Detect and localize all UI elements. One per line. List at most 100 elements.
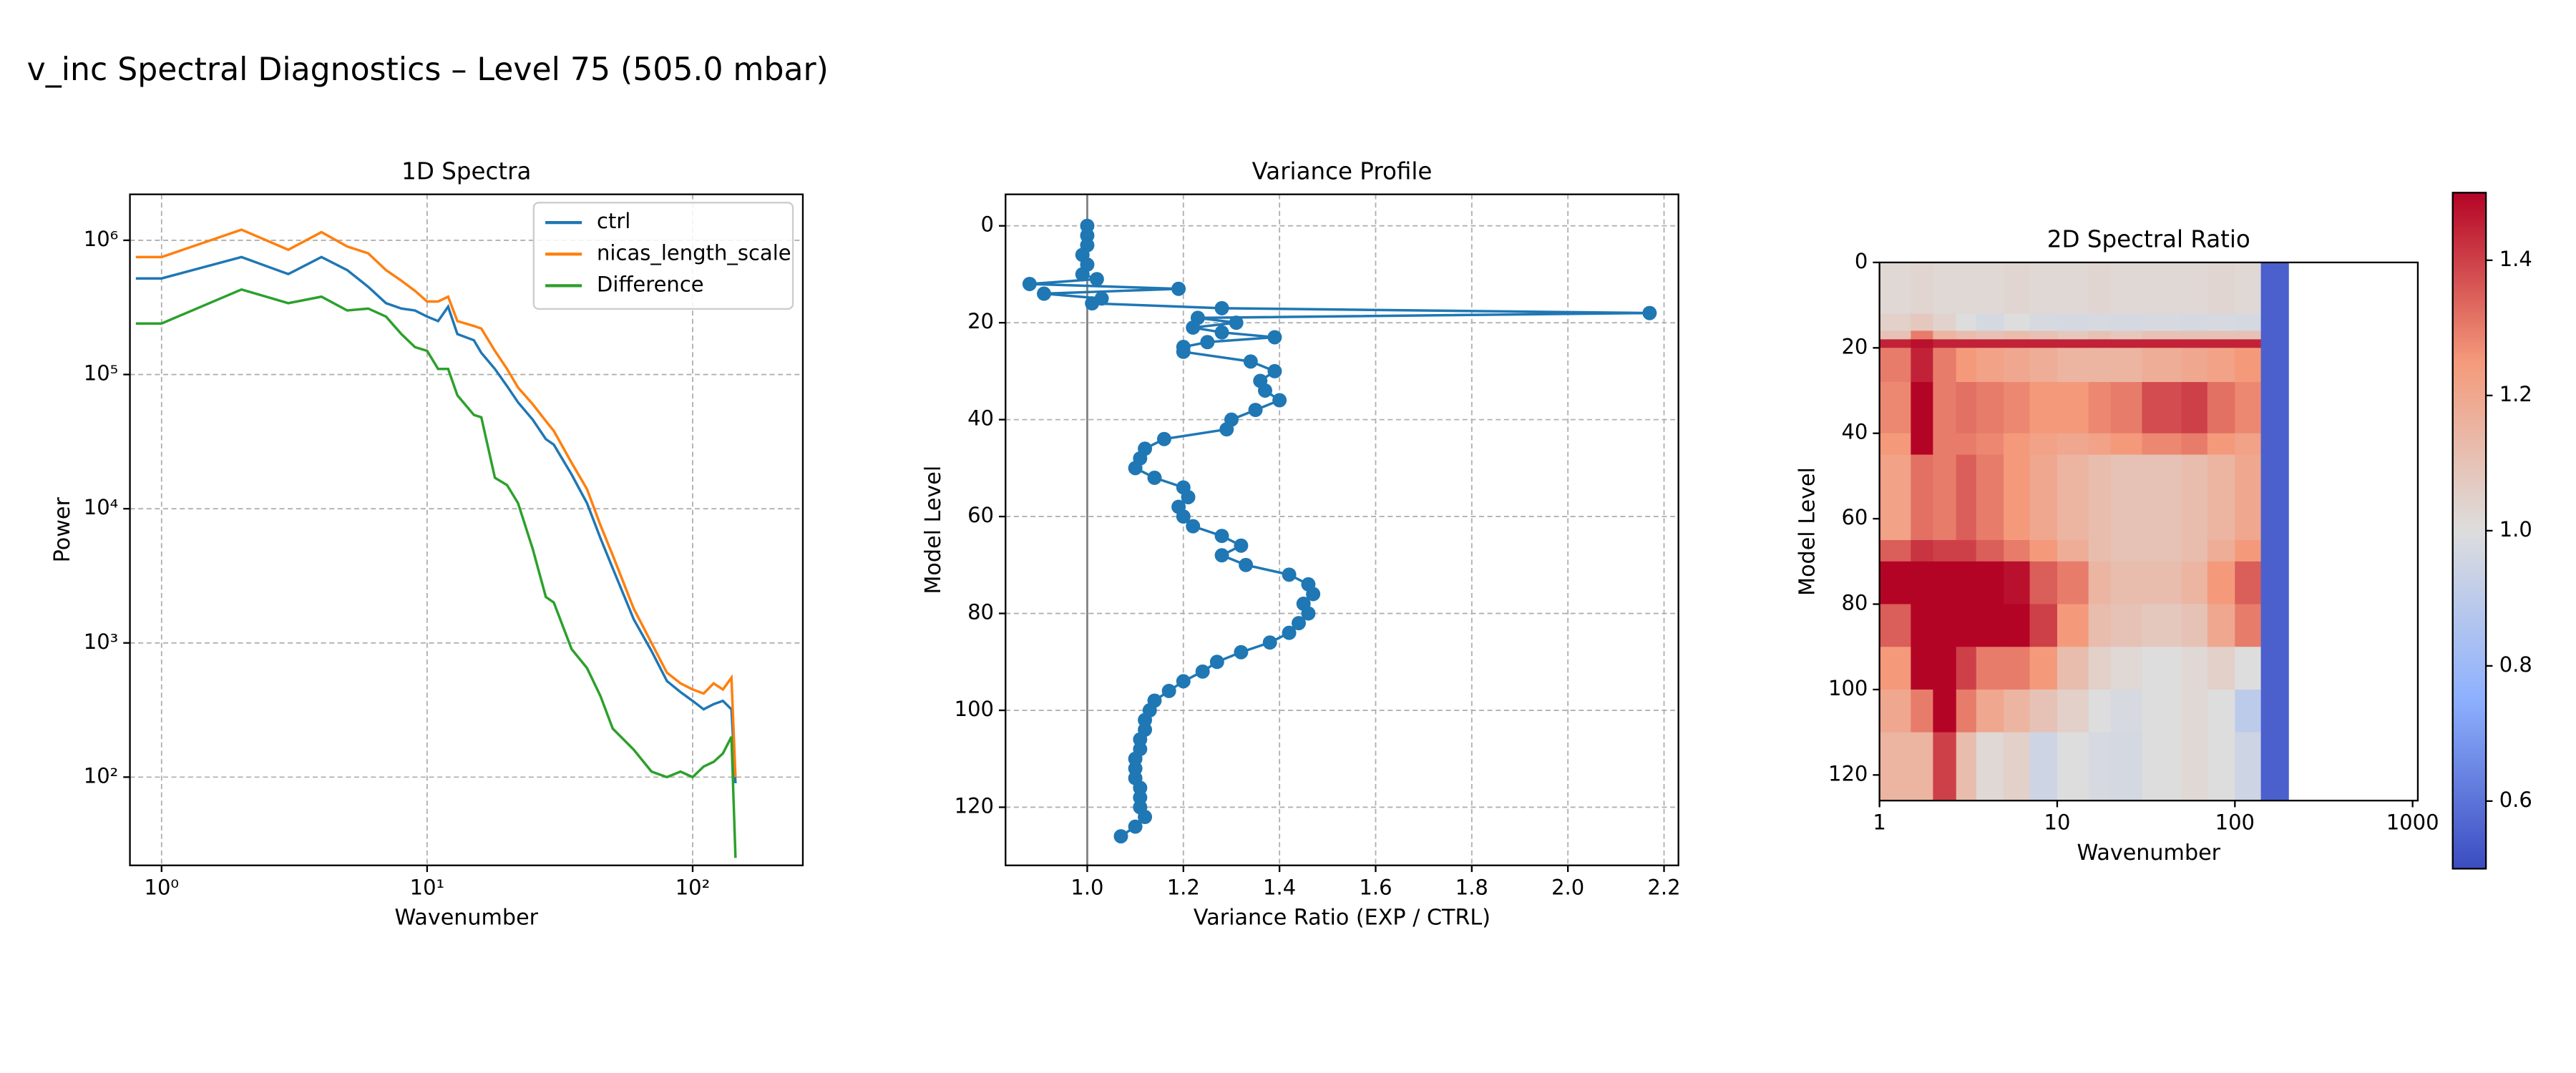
y-tick-label: 40 bbox=[967, 406, 994, 431]
heatmap-cell bbox=[2181, 647, 2208, 690]
heatmap-cell bbox=[2004, 348, 2031, 383]
y-tick-label: 0 bbox=[981, 212, 994, 237]
profile-marker bbox=[1128, 819, 1143, 834]
heatmap-cell bbox=[2088, 339, 2112, 348]
heatmap-cell bbox=[1879, 433, 1912, 456]
axes-frame bbox=[1878, 261, 2419, 802]
heatmap-cell bbox=[2181, 382, 2208, 434]
y-tick-label: 100 bbox=[1828, 676, 1868, 700]
legend-label: Difference bbox=[597, 272, 704, 296]
heatmap-cell bbox=[2029, 604, 2058, 647]
x-tick-label: 1.0 bbox=[1070, 875, 1103, 899]
profile-marker bbox=[1037, 286, 1051, 301]
heatmap-cell bbox=[2181, 561, 2208, 605]
heatmap-cell bbox=[1879, 348, 1912, 383]
y-tick-label: 80 bbox=[967, 600, 994, 624]
heatmap-cell bbox=[1956, 561, 1977, 605]
x-tick-label: 10² bbox=[675, 875, 711, 899]
heatmap-cell bbox=[2110, 454, 2143, 541]
heatmap-cell bbox=[2004, 689, 2031, 733]
heatmap-cell bbox=[2181, 539, 2208, 562]
legend-box bbox=[532, 202, 794, 310]
axes-frame bbox=[1005, 193, 1679, 866]
figure-title: v_inc Spectral Diagnostics – Level 75 (5… bbox=[27, 52, 829, 88]
heatmap-cell bbox=[2057, 382, 2089, 434]
heatmap-cell bbox=[2029, 382, 2058, 434]
profile-marker bbox=[1229, 315, 1244, 330]
heatmap-cell bbox=[2110, 604, 2143, 647]
heatmap-cell bbox=[2260, 647, 2289, 690]
heatmap-cell bbox=[1879, 262, 1912, 315]
x-tick-label: 1.8 bbox=[1455, 875, 1488, 899]
heatmap-cell bbox=[2142, 313, 2182, 332]
heatmap-cell bbox=[1956, 454, 1977, 541]
heatmap-cell bbox=[2110, 348, 2143, 383]
heatmap-cell bbox=[2029, 348, 2058, 383]
profile-marker bbox=[1195, 664, 1210, 679]
heatmap-cell bbox=[1911, 433, 1934, 456]
heatmap-cell bbox=[2142, 539, 2182, 562]
x-axis-label: Wavenumber bbox=[394, 906, 538, 931]
heatmap-cell bbox=[1879, 539, 1912, 562]
profile-marker bbox=[1642, 305, 1657, 320]
profile-marker bbox=[1214, 548, 1229, 563]
heatmap-cell bbox=[2057, 313, 2089, 332]
profile-marker bbox=[1200, 335, 1215, 350]
heatmap-cell bbox=[2207, 539, 2236, 562]
profile-marker bbox=[1258, 383, 1272, 398]
chart-title: 2D Spectral Ratio bbox=[2047, 226, 2250, 253]
x-tick-label: 10¹ bbox=[410, 875, 445, 899]
heatmap-cell bbox=[2088, 454, 2112, 541]
heatmap-cell bbox=[2110, 262, 2143, 315]
heatmap-cell bbox=[2110, 647, 2143, 690]
heatmap-cell bbox=[1911, 262, 1934, 315]
heatmap-cell bbox=[2029, 339, 2058, 348]
heatmap-cell bbox=[2004, 561, 2031, 605]
profile-marker bbox=[1181, 490, 1196, 504]
profile-marker bbox=[1075, 267, 1090, 282]
profile-marker bbox=[1022, 276, 1037, 291]
heatmap-cell bbox=[1879, 339, 1912, 348]
heatmap-cell bbox=[1976, 348, 2004, 383]
heatmap-cell bbox=[2057, 339, 2089, 348]
heatmap-cell bbox=[1879, 330, 1912, 340]
heatmap-cell bbox=[2260, 539, 2289, 562]
heatmap-cell bbox=[2057, 732, 2089, 801]
heatmap-cell bbox=[2057, 348, 2089, 383]
heatmap-cell bbox=[1976, 339, 2004, 348]
heatmap-cell bbox=[2142, 647, 2182, 690]
heatmap-cell bbox=[2260, 433, 2289, 456]
heatmap-cell bbox=[1879, 454, 1912, 541]
colorbar-tick-label: 1.2 bbox=[2499, 382, 2532, 406]
profile-marker bbox=[1248, 403, 1263, 418]
heatmap-cell bbox=[2207, 330, 2236, 340]
profile-marker bbox=[1176, 509, 1191, 524]
heatmap-cell bbox=[2088, 330, 2112, 340]
y-tick-label: 100 bbox=[955, 697, 994, 721]
heatmap-cell bbox=[2004, 539, 2031, 562]
heatmap-cell bbox=[1911, 348, 1934, 383]
heatmap-cell bbox=[1933, 647, 1957, 690]
heatmap-cell bbox=[2088, 262, 2112, 315]
heatmap-cell bbox=[2181, 732, 2208, 801]
heatmap-cell bbox=[2142, 348, 2182, 383]
heatmap-cell bbox=[2004, 339, 2031, 348]
heatmap-cell bbox=[1911, 313, 1934, 332]
heatmap-cell bbox=[1911, 689, 1934, 733]
profile-marker bbox=[1219, 422, 1234, 437]
x-tick-label: 10⁰ bbox=[145, 875, 180, 899]
colorbar bbox=[2452, 192, 2487, 869]
chart-panel: 2D Spectral Ratio Wavenumber Model Level 1 1… bbox=[1795, 192, 2532, 870]
heatmap-cell bbox=[2207, 313, 2236, 332]
heatmap-cell bbox=[1976, 382, 2004, 434]
heatmap-cell bbox=[2029, 313, 2058, 332]
series-line bbox=[135, 255, 737, 784]
heatmap-cell bbox=[1879, 604, 1912, 647]
heatmap-cell bbox=[1976, 561, 2004, 605]
profile-marker bbox=[1243, 354, 1258, 369]
profile-marker bbox=[1147, 470, 1162, 485]
x-tick-label: 1 bbox=[1873, 810, 1885, 835]
heatmap-cell bbox=[1933, 539, 1957, 562]
heatmap-cell bbox=[2029, 647, 2058, 690]
